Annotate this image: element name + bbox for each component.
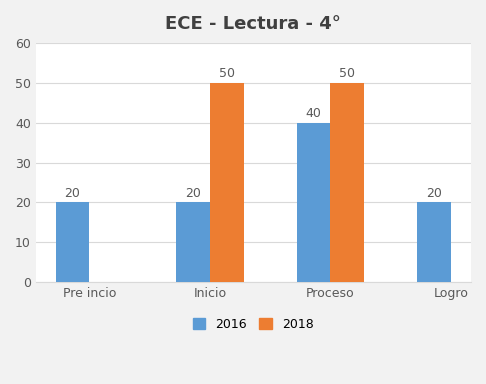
Bar xyxy=(55,202,89,282)
Text: 20: 20 xyxy=(185,187,201,200)
Bar xyxy=(296,122,330,282)
Text: 20: 20 xyxy=(426,187,442,200)
Text: 50: 50 xyxy=(339,67,355,80)
Text: 20: 20 xyxy=(65,187,81,200)
Text: 50: 50 xyxy=(219,67,235,80)
Bar xyxy=(330,83,364,282)
Bar xyxy=(176,202,210,282)
Legend: 2016, 2018: 2016, 2018 xyxy=(188,313,319,336)
Text: 40: 40 xyxy=(306,107,321,120)
Bar xyxy=(417,202,451,282)
Title: ECE - Lectura - 4°: ECE - Lectura - 4° xyxy=(165,15,341,33)
Bar xyxy=(210,83,243,282)
